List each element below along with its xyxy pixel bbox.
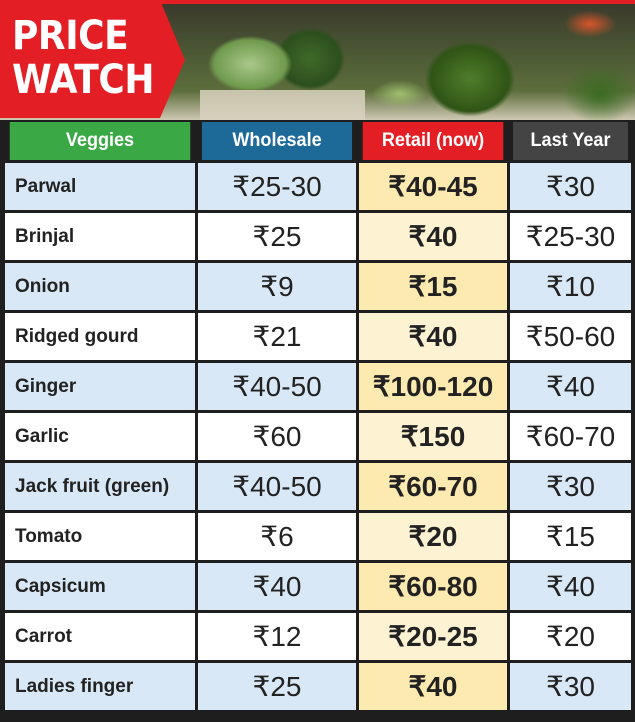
veggie-name-cell: Garlic (5, 413, 195, 460)
veggie-name-cell: Ridged gourd (5, 313, 195, 360)
crate (200, 90, 365, 120)
wholesale-price-cell: ₹40-50 (198, 363, 356, 410)
retail-price-cell: ₹40 (359, 313, 507, 360)
table-row: Ridged gourd ₹21 ₹40 ₹50-60 (5, 313, 631, 360)
table-row: Garlic ₹60 ₹150 ₹60-70 (5, 413, 631, 460)
table-row: Jack fruit (green) ₹40-50 ₹60-70 ₹30 (5, 463, 631, 510)
veggie-name-cell: Capsicum (5, 563, 195, 610)
retail-price-cell: ₹60-80 (359, 563, 507, 610)
wholesale-price-cell: ₹9 (198, 263, 356, 310)
title-line-2: WATCH (12, 57, 155, 103)
wholesale-price-cell: ₹25 (198, 213, 356, 260)
price-watch-badge (0, 0, 185, 118)
wholesale-price-cell: ₹40-50 (198, 463, 356, 510)
retail-price-cell: ₹15 (359, 263, 507, 310)
table-row: Capsicum ₹40 ₹60-80 ₹40 (5, 563, 631, 610)
last-year-price-cell: ₹30 (510, 463, 631, 510)
last-year-price-cell: ₹50-60 (510, 313, 631, 360)
wholesale-price-cell: ₹21 (198, 313, 356, 360)
veggie-name-cell: Ladies finger (5, 663, 195, 710)
veggie-name-cell: Onion (5, 263, 195, 310)
column-header-veggies: Veggies (9, 122, 191, 160)
wholesale-price-cell: ₹60 (198, 413, 356, 460)
column-header-last-year: Last Year (513, 122, 628, 160)
retail-price-cell: ₹20 (359, 513, 507, 560)
retail-price-cell: ₹20-25 (359, 613, 507, 660)
column-header-wholesale: Wholesale (201, 122, 353, 160)
veggie-name-cell: Brinjal (5, 213, 195, 260)
table-row: Ginger ₹40-50 ₹100-120 ₹40 (5, 363, 631, 410)
badge-title: PRICE WATCH (12, 14, 154, 102)
veggie-name-cell: Tomato (5, 513, 195, 560)
column-header-retail: Retail (now) (362, 122, 504, 160)
last-year-price-cell: ₹10 (510, 263, 631, 310)
veggie-name-cell: Parwal (5, 163, 195, 210)
veggie-name-cell: Jack fruit (green) (5, 463, 195, 510)
retail-price-cell: ₹40-45 (359, 163, 507, 210)
table-row: Tomato ₹6 ₹20 ₹15 (5, 513, 631, 560)
retail-price-cell: ₹60-70 (359, 463, 507, 510)
last-year-price-cell: ₹15 (510, 513, 631, 560)
wholesale-price-cell: ₹25-30 (198, 163, 356, 210)
retail-price-cell: ₹100-120 (359, 363, 507, 410)
last-year-price-cell: ₹40 (510, 363, 631, 410)
table-row: Brinjal ₹25 ₹40 ₹25-30 (5, 213, 631, 260)
last-year-price-cell: ₹30 (510, 663, 631, 710)
veggie-name-cell: Ginger (5, 363, 195, 410)
retail-price-cell: ₹150 (359, 413, 507, 460)
last-year-price-cell: ₹20 (510, 613, 631, 660)
last-year-price-cell: ₹30 (510, 163, 631, 210)
table-row: Parwal ₹25-30 ₹40-45 ₹30 (5, 163, 631, 210)
wholesale-price-cell: ₹12 (198, 613, 356, 660)
wholesale-price-cell: ₹40 (198, 563, 356, 610)
header-row: Veggies Wholesale Retail (now) Last Year (5, 122, 631, 160)
last-year-price-cell: ₹25-30 (510, 213, 631, 260)
table-row: Ladies finger ₹25 ₹40 ₹30 (5, 663, 631, 710)
title-line-1: PRICE (12, 13, 129, 59)
table-row: Carrot ₹12 ₹20-25 ₹20 (5, 613, 631, 660)
table-row: Onion ₹9 ₹15 ₹10 (5, 263, 631, 310)
last-year-price-cell: ₹40 (510, 563, 631, 610)
retail-price-cell: ₹40 (359, 213, 507, 260)
price-table: Veggies Wholesale Retail (now) Last Year… (2, 119, 634, 713)
wholesale-price-cell: ₹25 (198, 663, 356, 710)
wholesale-price-cell: ₹6 (198, 513, 356, 560)
last-year-price-cell: ₹60-70 (510, 413, 631, 460)
retail-price-cell: ₹40 (359, 663, 507, 710)
veggie-name-cell: Carrot (5, 613, 195, 660)
